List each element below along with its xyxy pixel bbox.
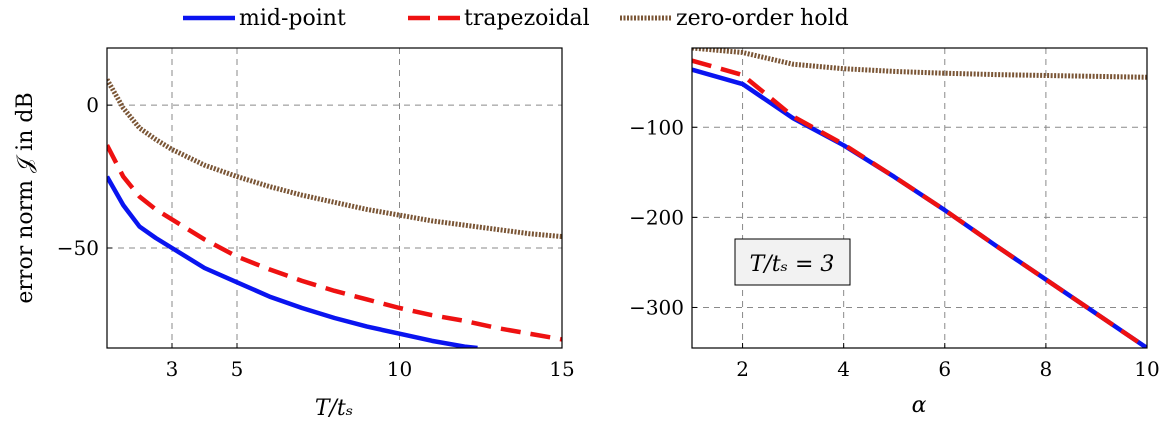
left-plot-frame [106,47,563,349]
series-line-zero-order-hold [692,48,1147,80]
legend: mid-point trapezoidal zero-order hold [183,6,849,31]
legend-label: trapezoidal [464,6,590,31]
x-tick-label: 6 [938,357,951,381]
right-panel: 2 4 6 8 10 −100 −200 −300 T/tₛ = 3 α [629,47,1160,418]
legend-label: mid-point [239,6,346,31]
legend-label: zero-order hold [676,6,849,31]
series-line-trapezoidal [107,144,562,342]
x-tick-label: 15 [549,357,574,381]
y-tick-label: −300 [629,295,684,319]
x-tick-label: 3 [166,357,179,381]
y-tick-label: −200 [629,205,684,229]
right-x-axis-label: α [912,393,927,418]
left-grid [107,48,563,348]
left-y-axis-label: error norm 𝒥 in dB [13,92,38,303]
series-line-mid-point [692,67,1147,348]
series-line-trapezoidal [692,58,1147,348]
x-tick-label: 10 [387,357,412,381]
x-tick-label: 10 [1134,357,1159,381]
y-tick-label: −100 [629,115,684,139]
series-line-mid-point [107,175,478,348]
left-x-axis-label: T/tₛ [315,396,353,421]
y-tick-label: −50 [57,236,99,260]
series-line-zero-order-hold [107,78,562,240]
x-tick-label: 4 [837,357,850,381]
x-tick-label: 8 [1040,357,1053,381]
right-series [692,48,1147,348]
left-series [107,78,562,348]
right-plot-frame [691,47,1148,349]
annotation-box: T/tₛ = 3 [734,238,851,286]
y-tick-label: 0 [86,93,99,117]
x-tick-label: 2 [736,357,749,381]
right-ticks: 2 4 6 8 10 −100 −200 −300 [629,115,1160,381]
x-tick-label: 5 [231,357,244,381]
annotation-text: T/tₛ = 3 [750,252,835,277]
left-ticks: 3 5 10 15 0 −50 [57,93,575,381]
left-panel: 3 5 10 15 0 −50 error norm 𝒥 in dB T/tₛ [13,47,575,421]
